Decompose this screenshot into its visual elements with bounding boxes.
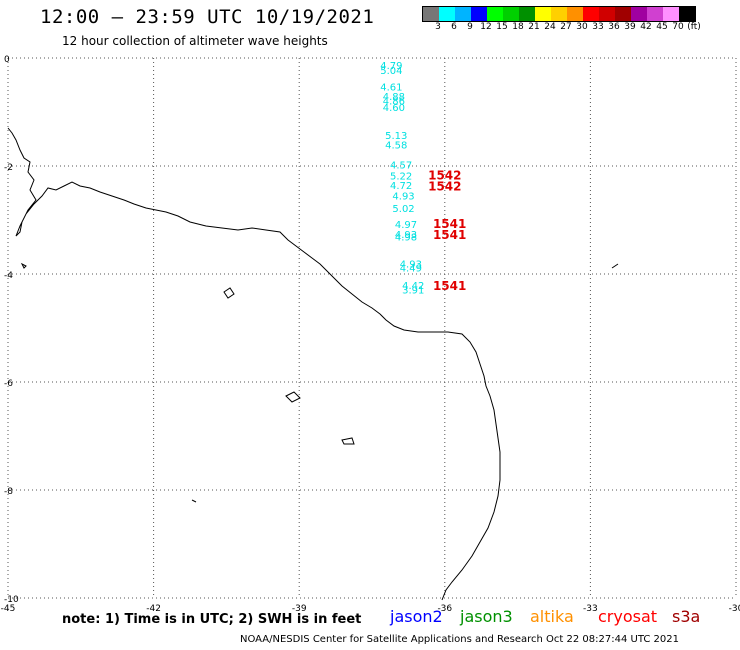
y-tick-label: -8 (4, 487, 13, 497)
legend-swatch (423, 7, 439, 21)
legend-label: 30 (576, 22, 588, 32)
legend-swatch (551, 7, 567, 21)
coastline-island-4 (341, 437, 355, 445)
legend-label: 15 (496, 22, 508, 32)
satellite-s3a: s3a (672, 607, 701, 626)
x-tick-label: -39 (292, 604, 307, 614)
y-tick-label: 0 (4, 55, 10, 65)
wave-height-label: 4.98 (395, 233, 417, 244)
wave-height-label: 3.91 (402, 285, 424, 296)
legend-label: 9 (467, 22, 473, 32)
observation-labels: 4.795.04 4.614.884.864.60 5.134.58 4.575.22… (380, 61, 424, 297)
axis-tick-labels: -45 -42 -39 -36 -33 -30 0 -2 -4 -6 -8 -10 (1, 55, 740, 614)
pass-time-label: 1542 (428, 179, 461, 193)
footnote: note: 1) Time is in UTC; 2) SWH is in fe… (62, 612, 362, 627)
legend-label: 42 (640, 22, 652, 32)
legend-swatch (647, 7, 663, 21)
satellite-jason3: jason3 (460, 607, 513, 626)
legend-swatch (535, 7, 551, 21)
legend-label: (ft) (687, 22, 701, 32)
wave-height-label: 4.79 (380, 61, 402, 72)
wave-height-label: 4.93 (395, 230, 417, 241)
satellite-jason2: jason2 (390, 607, 443, 626)
wave-height-color-legend (422, 6, 696, 22)
wave-height-label: 4.88 (383, 92, 405, 103)
pass-time-label: 1542 (428, 169, 461, 183)
satellite-cryosat: cryosat (598, 607, 658, 626)
y-tick-label: -6 (4, 379, 13, 389)
coastline-island-1 (20, 262, 27, 269)
legend-label: 24 (544, 22, 556, 32)
wave-height-label: 4.58 (385, 141, 407, 152)
legend-swatch (599, 7, 615, 21)
y-tick-label: -2 (4, 163, 13, 173)
x-tick-label: -33 (583, 604, 598, 614)
coastline-island-3 (285, 391, 301, 403)
legend-swatch (471, 7, 487, 21)
wave-height-label: 4.86 (383, 96, 405, 107)
wave-height-label: 5.04 (380, 66, 402, 77)
pass-time-label: 1541 (433, 228, 466, 242)
legend-label: 27 (560, 22, 572, 32)
map-subtitle: 12 hour collection of altimeter wave hei… (62, 34, 328, 48)
coastline-island-5 (191, 499, 197, 503)
wave-height-label: 4.72 (390, 181, 412, 192)
wave-height-label: 4.42 (402, 281, 424, 292)
pass-time-label: 1541 (433, 217, 466, 231)
satellite-altika: altika (530, 607, 574, 626)
legend-swatch (487, 7, 503, 21)
pass-time-label: 1541 (433, 279, 466, 293)
legend-swatch (567, 7, 583, 21)
wave-height-label: 4.57 (390, 161, 412, 172)
legend-label: 12 (480, 22, 492, 32)
credit-line: NOAA/NESDIS Center for Satellite Applica… (240, 634, 679, 645)
legend-swatch (503, 7, 519, 21)
wave-height-label: 4.93 (400, 260, 422, 271)
wave-height-label: 4.49 (400, 263, 422, 274)
wave-height-label: 4.61 (380, 82, 402, 93)
legend-label: 3 (435, 22, 441, 32)
legend-swatch (679, 7, 695, 21)
legend-label: 21 (528, 22, 540, 32)
legend-swatch (663, 7, 679, 21)
wave-height-label: 4.60 (383, 103, 405, 114)
legend-label: 39 (624, 22, 636, 32)
legend-swatch (631, 7, 647, 21)
wave-height-label: 5.02 (392, 204, 414, 215)
wave-height-label: 5.22 (390, 172, 412, 183)
x-tick-label: -45 (1, 604, 16, 614)
legend-label: 70 (672, 22, 684, 32)
map-title: 12:00 – 23:59 UTC 10/19/2021 (40, 6, 375, 28)
wave-height-label: 4.97 (395, 220, 417, 231)
legend-label: 18 (512, 22, 524, 32)
grid-lines (7, 57, 737, 599)
y-tick-label: -10 (4, 595, 19, 605)
legend-swatch (455, 7, 471, 21)
legend-swatch (519, 7, 535, 21)
wave-height-label: 4.93 (392, 191, 414, 202)
coastline-main (7, 127, 501, 601)
x-tick-label: -30 (729, 604, 740, 614)
coastline (7, 127, 619, 601)
coastline-island-2 (223, 287, 235, 299)
legend-label: 36 (608, 22, 620, 32)
wave-height-label: 5.13 (385, 131, 407, 142)
legend-label: 45 (656, 22, 668, 32)
x-tick-label: -42 (146, 604, 161, 614)
coastline-island-6 (611, 263, 619, 269)
x-tick-label: -36 (437, 604, 452, 614)
legend-label: 6 (451, 22, 457, 32)
legend-label: 33 (592, 22, 604, 32)
legend-swatch (439, 7, 455, 21)
legend-swatch (615, 7, 631, 21)
y-tick-label: -4 (4, 271, 13, 281)
legend-swatch (583, 7, 599, 21)
